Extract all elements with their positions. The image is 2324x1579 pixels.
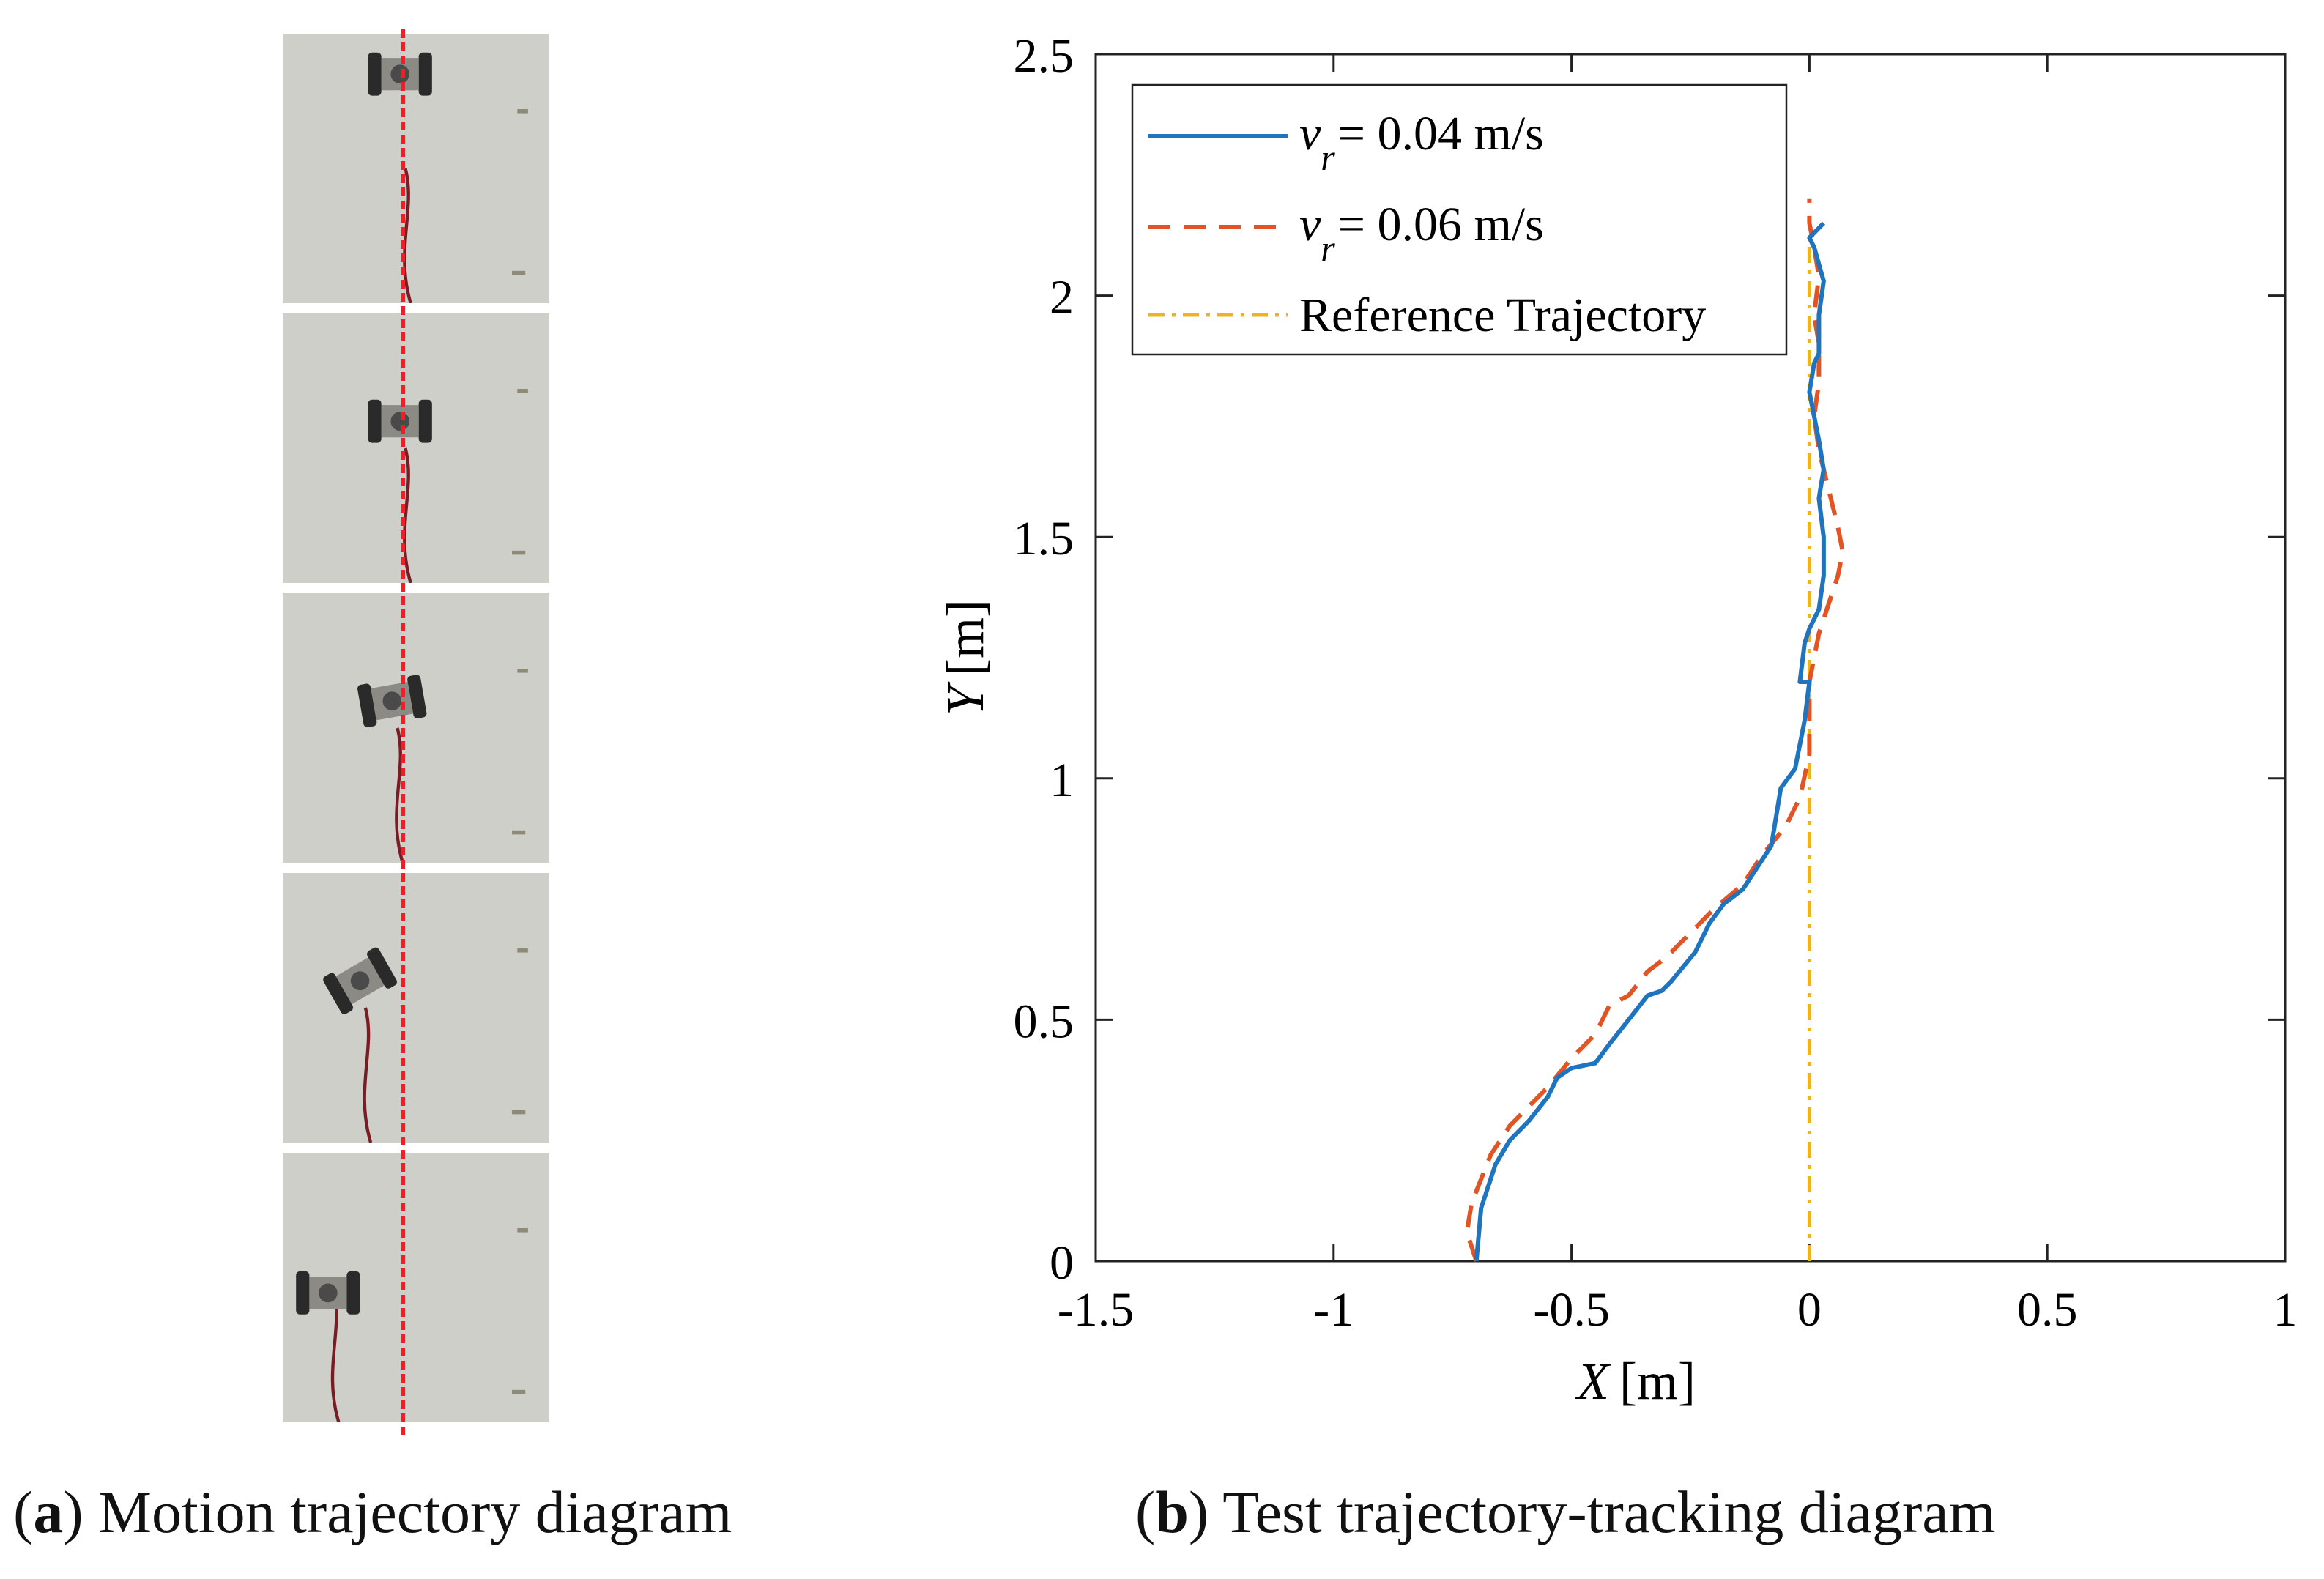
robot [296,1271,360,1315]
robot [323,947,397,1014]
x-tick-label: -1 [1313,1283,1354,1337]
y-tick-label: 1 [1050,754,1074,807]
y-tick-label: 0 [1050,1236,1074,1290]
x-axis-label: X [m] [1575,1352,1696,1411]
photo-frame-5 [283,1153,549,1422]
wall-marker [512,270,526,275]
x-tick-label: -0.5 [1533,1283,1609,1337]
legend-var-series-2: v [1299,198,1321,251]
photo-frame-2 [283,313,549,583]
series-line-v-0.06 [1464,198,1845,1262]
legend-label-reference: Reference Trajectory [1299,289,1706,342]
photo-scene [283,313,549,583]
caption-b: (b) Test trajectory-tracking diagram [1135,1479,1996,1545]
wall-marker [512,550,526,555]
legend-value-series-1: = 0.04 m/s [1338,107,1544,160]
x-tick-label: 0 [1797,1283,1822,1337]
y-tick-label: 2 [1050,271,1074,324]
tether-cable [363,1007,373,1143]
caption-b-letter: b [1155,1479,1189,1545]
wall-background [283,313,549,583]
wall-marker [517,948,528,953]
reference-path-overlay [401,29,405,1435]
wall-marker [517,1228,528,1233]
legend: vr= 0.04 m/s vr= 0.06 m/s Reference Traj… [1131,83,1788,356]
legend-sub-series-1: r [1321,137,1335,178]
caption-a-letter: a [33,1479,64,1545]
y-tick-label: 2.5 [1014,29,1074,83]
x-axis-label-unit: [m] [1619,1352,1696,1411]
wall-marker [512,1110,526,1115]
caption-a: (a) Motion trajectory diagram [13,1479,732,1545]
caption-a-text: Motion trajectory diagram [98,1479,732,1545]
photo-scene [283,1153,549,1422]
legend-label-series-1: vr= 0.04 m/s [1299,107,1544,178]
x-tick-label: 1 [2273,1283,2298,1337]
wall-marker [512,1389,526,1394]
y-tick-label: 0.5 [1014,995,1074,1048]
photo-frame-3 [283,593,549,863]
wall-marker [517,389,528,393]
photo-scene [283,593,549,863]
wall-marker [517,669,528,673]
motion-photo-strip [0,0,732,1435]
legend-sub-series-2: r [1321,228,1335,269]
y-tick-label: 1.5 [1014,512,1074,565]
axis-ticks: -1.5 -1 -0.5 0 0.5 1 0 0.5 1 1.5 2 2.5 [1014,29,2298,1337]
wall-background [283,873,549,1143]
y-axis-label: Y [m] [936,600,995,716]
tether-cable [403,447,412,583]
x-tick-label: 0.5 [2017,1283,2078,1337]
y-axis-label-unit: [m] [936,600,995,676]
x-axis-label-var: X [1575,1352,1611,1411]
caption-b-text: Test trajectory-tracking diagram [1222,1479,1996,1545]
legend-var-series-1: v [1299,107,1321,160]
wall-marker [512,830,526,835]
series-layer [1464,198,1845,1262]
wall-background [283,593,549,863]
tether-cable [395,727,404,863]
y-axis-label-var: Y [936,681,995,716]
x-tick-label: -1.5 [1058,1283,1134,1337]
tether-cable [403,168,412,303]
series-line-v-0.04 [1474,221,1826,1262]
photo-frame-4 [283,873,549,1143]
legend-box [1131,83,1788,356]
wall-marker [517,109,528,114]
legend-value-series-2: = 0.06 m/s [1338,198,1544,251]
photo-scene [283,873,549,1143]
legend-label-series-2: vr= 0.06 m/s [1299,198,1544,269]
